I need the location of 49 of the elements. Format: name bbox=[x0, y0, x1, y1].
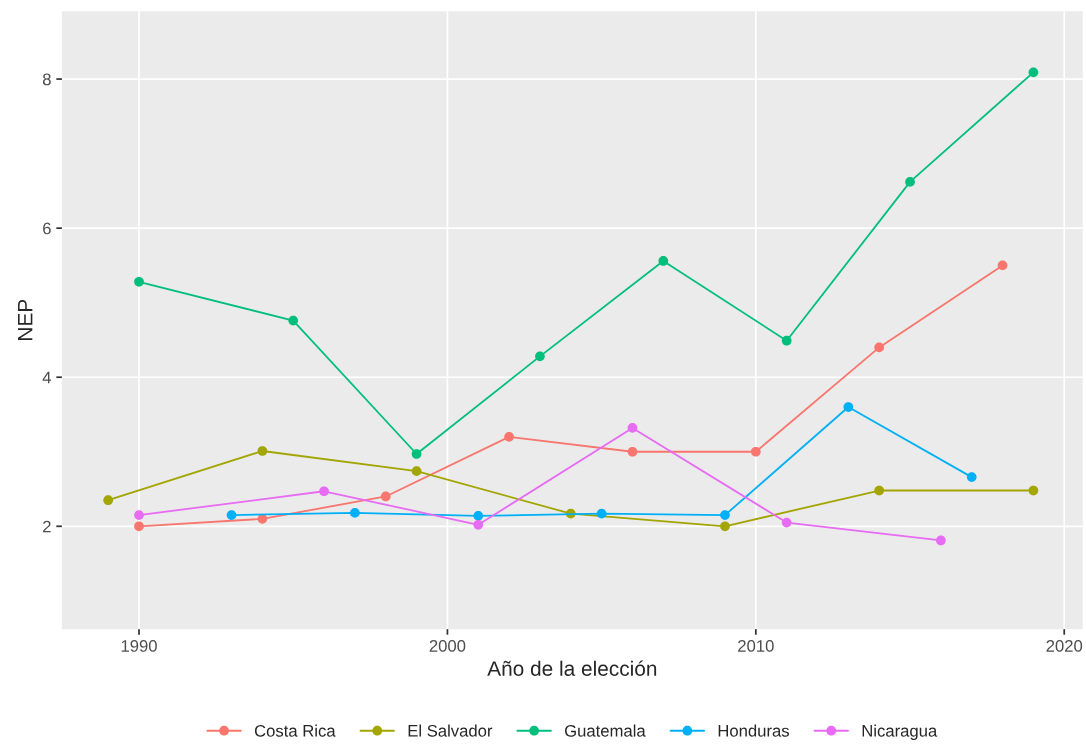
point bbox=[781, 517, 792, 528]
x-tick-label: 2000 bbox=[429, 640, 466, 652]
x-axis-title: Año de la elección bbox=[487, 660, 657, 676]
point bbox=[750, 446, 761, 457]
y-tick-label: 8 bbox=[42, 73, 51, 86]
legend-label: Guatemala bbox=[564, 724, 646, 737]
y-tick-label: 2 bbox=[43, 520, 51, 533]
legend-label: El Salvador bbox=[408, 724, 493, 737]
legend-label: Nicaragua bbox=[862, 724, 938, 741]
point bbox=[627, 423, 638, 433]
point bbox=[658, 256, 669, 266]
point bbox=[1028, 67, 1039, 78]
point bbox=[966, 472, 977, 482]
point bbox=[720, 521, 730, 532]
point bbox=[874, 342, 885, 353]
point bbox=[874, 485, 885, 496]
point bbox=[843, 402, 854, 412]
point bbox=[535, 351, 545, 362]
legend-label: Costa Rica bbox=[254, 724, 336, 737]
point bbox=[411, 449, 422, 459]
x-tick-label: 2010 bbox=[738, 640, 774, 652]
point bbox=[473, 519, 484, 530]
point bbox=[936, 535, 946, 546]
point bbox=[596, 508, 607, 519]
point bbox=[134, 521, 144, 532]
point bbox=[103, 495, 114, 506]
point bbox=[997, 260, 1008, 271]
x-tick-label: 2020 bbox=[1046, 640, 1083, 652]
point bbox=[257, 446, 268, 456]
point bbox=[720, 510, 730, 520]
point bbox=[288, 315, 299, 326]
legend-label: Honduras bbox=[718, 724, 789, 737]
point bbox=[781, 335, 792, 346]
point bbox=[905, 177, 915, 187]
point bbox=[1028, 485, 1039, 496]
point bbox=[627, 446, 638, 457]
point bbox=[504, 431, 514, 442]
y-tick-label: 6 bbox=[43, 222, 51, 235]
point bbox=[226, 510, 237, 520]
point bbox=[380, 491, 391, 502]
point bbox=[134, 276, 144, 287]
point bbox=[473, 511, 484, 521]
y-tick-label: 4 bbox=[42, 371, 51, 384]
x-tick-label: 1990 bbox=[121, 640, 157, 652]
point bbox=[319, 486, 329, 497]
point bbox=[350, 508, 360, 518]
y-axis-title: NEP bbox=[18, 299, 33, 340]
point bbox=[411, 466, 422, 476]
point bbox=[134, 510, 144, 520]
